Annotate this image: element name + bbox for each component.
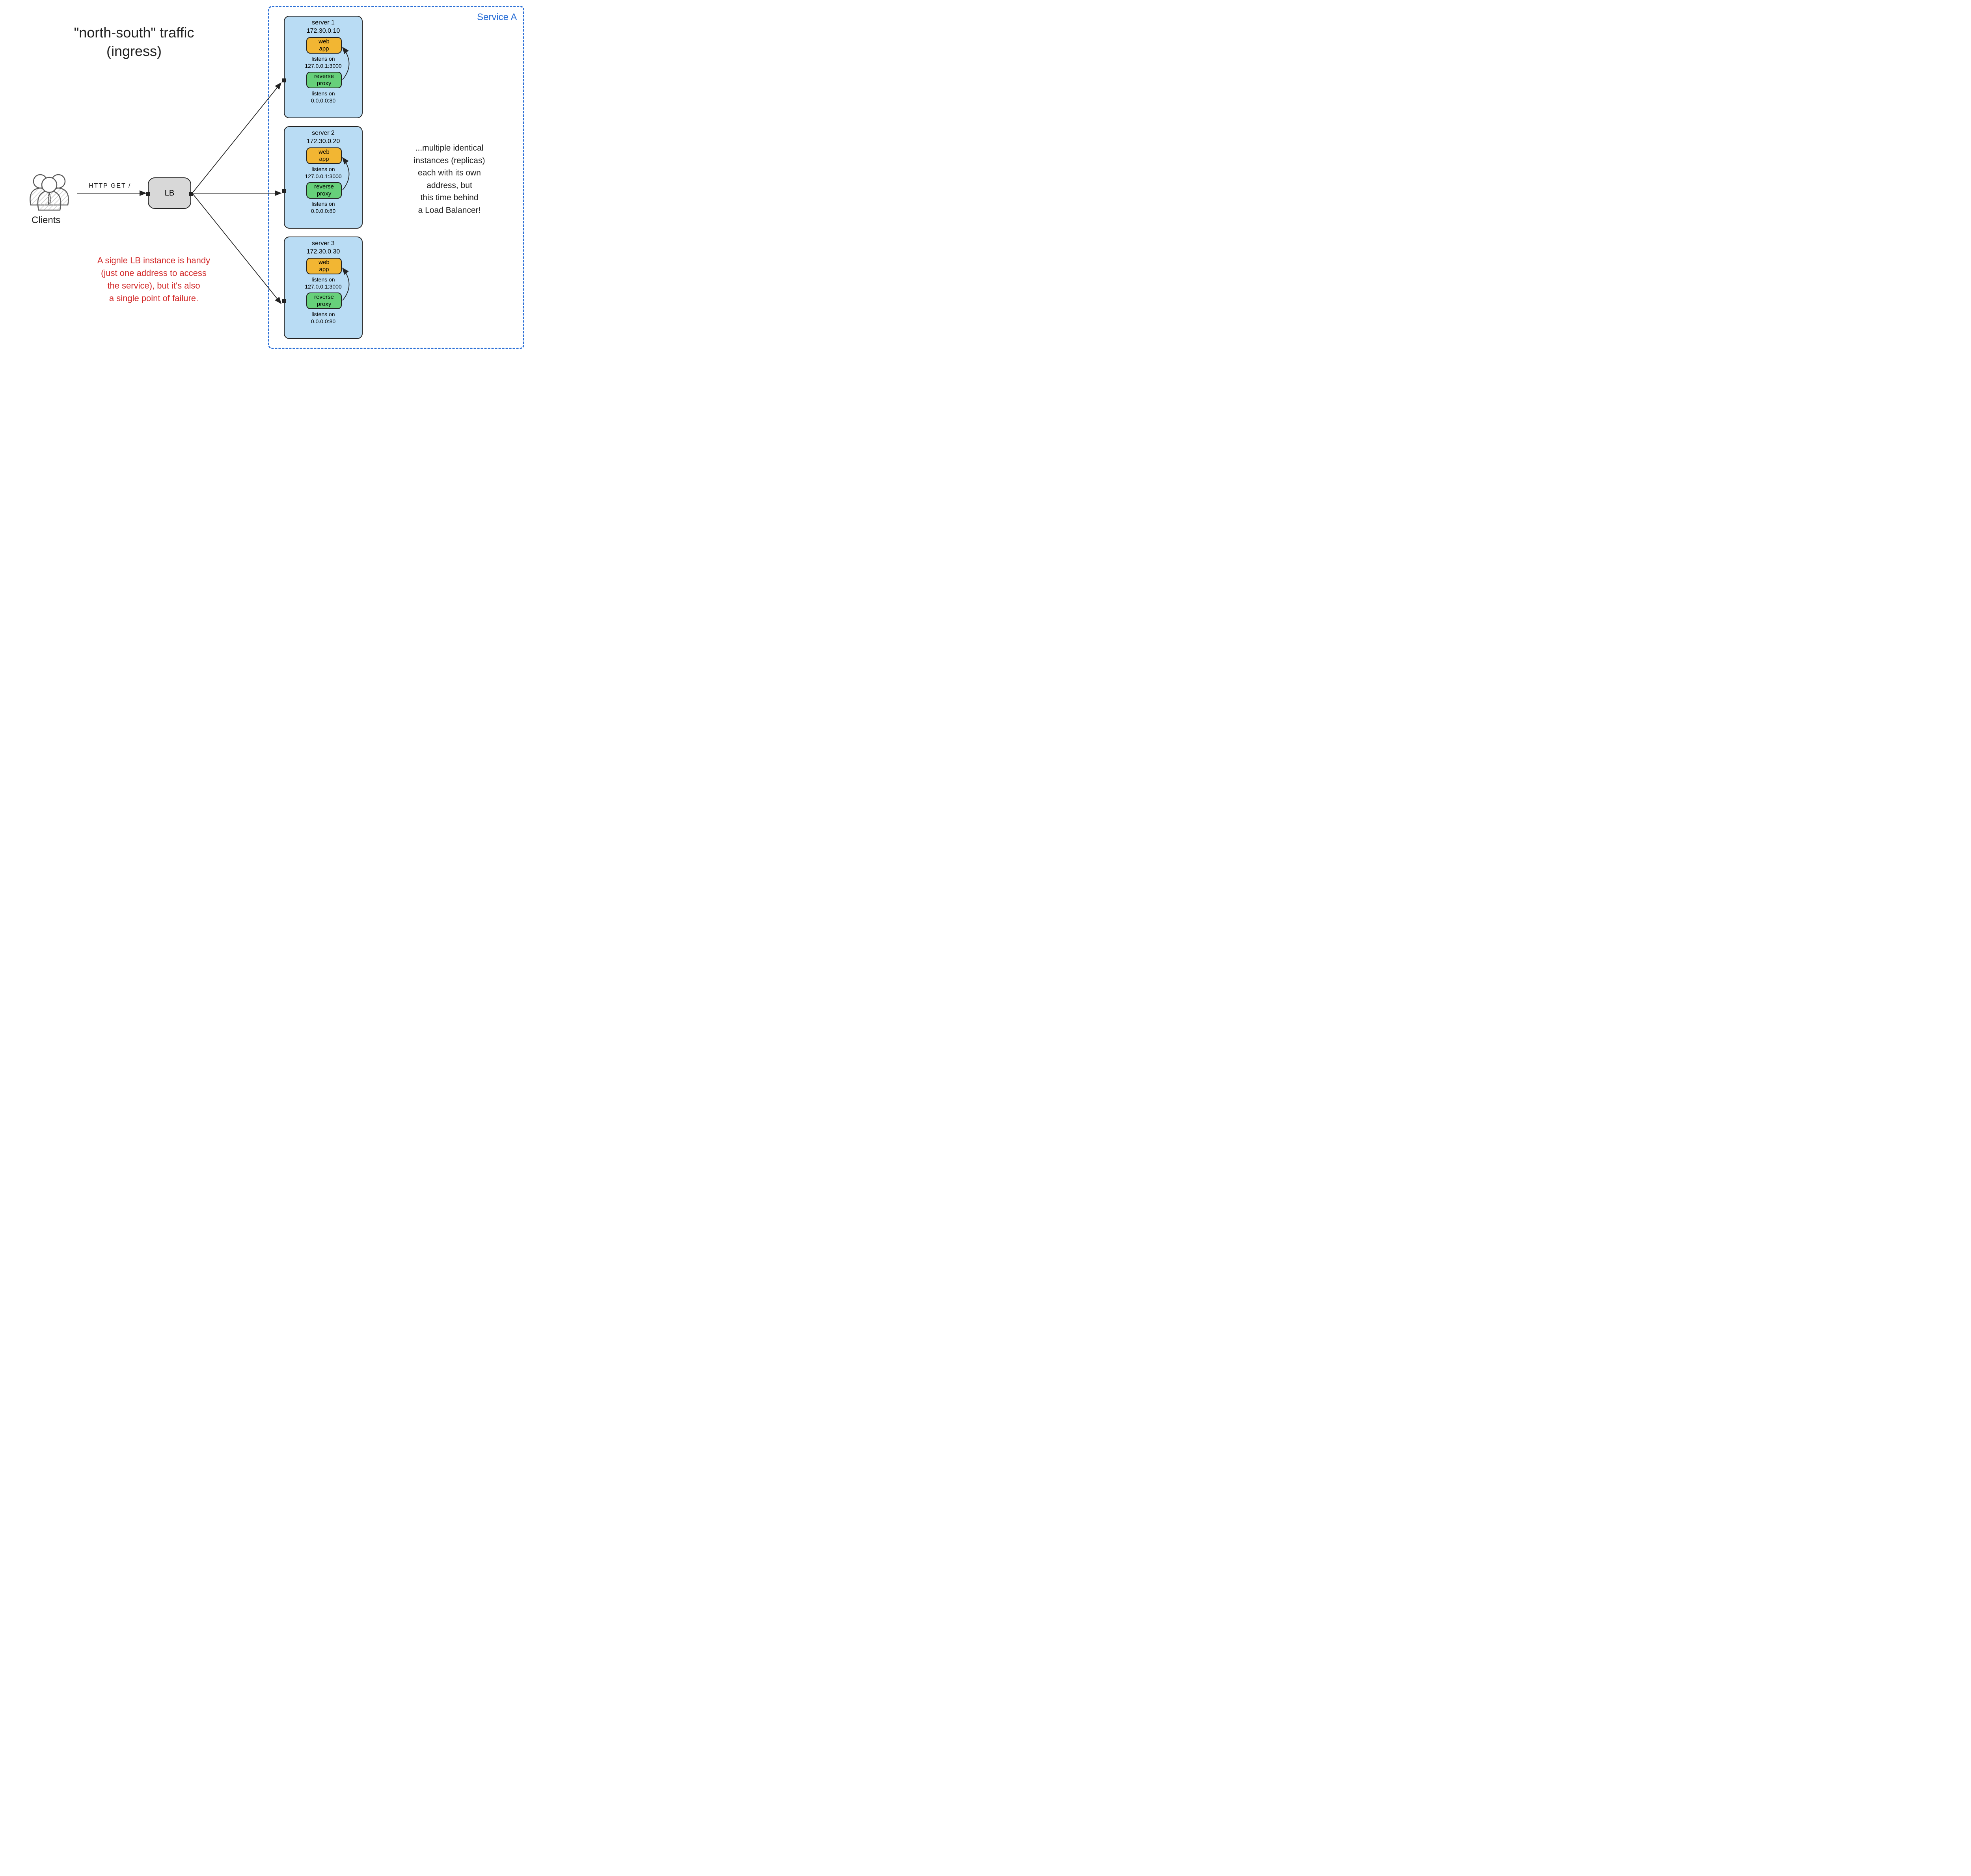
webapp-label: webapp (319, 259, 330, 273)
server-node-2: server 2 172.30.0.20 webapp listens on127.0… (284, 126, 363, 229)
service-a-label: Service A (477, 12, 517, 23)
proxy-listens: listens on0.0.0.0:80 (285, 90, 362, 104)
note-black-l4: address, but (427, 181, 472, 190)
server-title: server 2 172.30.0.20 (285, 129, 362, 146)
lb-port-out (189, 192, 193, 196)
lb-port-in (146, 192, 150, 196)
reverse-proxy-box: reverseproxy (306, 292, 342, 309)
server-title: server 1 172.30.0.10 (285, 19, 362, 35)
note-black-l1: ...multiple identical (415, 143, 484, 153)
note-spof: A signle LB instance is handy (just one … (81, 254, 227, 305)
diagram-stage: "north-south" traffic (ingress) Clients (0, 0, 536, 355)
note-black-l2: instances (replicas) (414, 156, 485, 165)
webapp-label: webapp (319, 38, 330, 52)
webapp-listens: listens on127.0.0.1:3000 (285, 166, 362, 180)
reverse-proxy-box: reverseproxy (306, 72, 342, 88)
note-black-l5: this time behind (420, 193, 478, 202)
note-replicas: ...multiple identical instances (replica… (396, 142, 503, 216)
webapp-box: webapp (306, 147, 342, 164)
reverse-proxy-box: reverseproxy (306, 182, 342, 199)
server-ip: 172.30.0.30 (307, 248, 340, 255)
service-a-label-text: Service A (477, 12, 517, 22)
webapp-label: webapp (319, 149, 330, 163)
note-red-l2: (just one address to access (101, 268, 207, 278)
note-black-l6: a Load Balancer! (418, 206, 481, 215)
note-red-l4: a single point of failure. (109, 293, 198, 303)
title-line-1: "north-south" traffic (74, 24, 194, 41)
server-ip: 172.30.0.20 (307, 138, 340, 145)
proxy-label: reverseproxy (314, 294, 334, 308)
server-port-in (282, 78, 286, 82)
load-balancer-node: LB (148, 177, 191, 209)
server-node-1: server 1 172.30.0.10 webapp listens on127.0… (284, 16, 363, 118)
note-black-l3: each with its own (418, 168, 481, 177)
webapp-listens: listens on127.0.0.1:3000 (285, 55, 362, 69)
note-red-l1: A signle LB instance is handy (97, 255, 210, 265)
server-name: server 3 (312, 240, 335, 247)
proxy-listens: listens on0.0.0.0:80 (285, 200, 362, 214)
note-red-l3: the service), but it's also (107, 281, 200, 291)
lb-label: LB (165, 189, 174, 198)
server-name: server 1 (312, 19, 335, 26)
diagram-title: "north-south" traffic (ingress) (51, 24, 217, 61)
server-port-in (282, 189, 286, 193)
http-get-label: HTTP GET / (89, 183, 131, 190)
proxy-label: reverseproxy (314, 73, 334, 87)
server-ip: 172.30.0.10 (307, 28, 340, 34)
webapp-box: webapp (306, 37, 342, 54)
server-port-in (282, 299, 286, 303)
clients-label: Clients (32, 215, 60, 226)
server-title: server 3172.30.0.30 (285, 240, 362, 256)
server-node-3: server 3172.30.0.30 webapp listens on127.0… (284, 237, 363, 339)
server-name: server 2 (312, 130, 335, 136)
webapp-listens: listens on127.0.0.1:3000 (285, 276, 362, 290)
webapp-box: webapp (306, 258, 342, 274)
proxy-label: reverseproxy (314, 183, 334, 197)
title-line-2: (ingress) (106, 43, 162, 59)
http-get-text: HTTP GET / (89, 183, 131, 189)
proxy-listens: listens on0.0.0.0:80 (285, 311, 362, 325)
clients-label-text: Clients (32, 215, 60, 225)
